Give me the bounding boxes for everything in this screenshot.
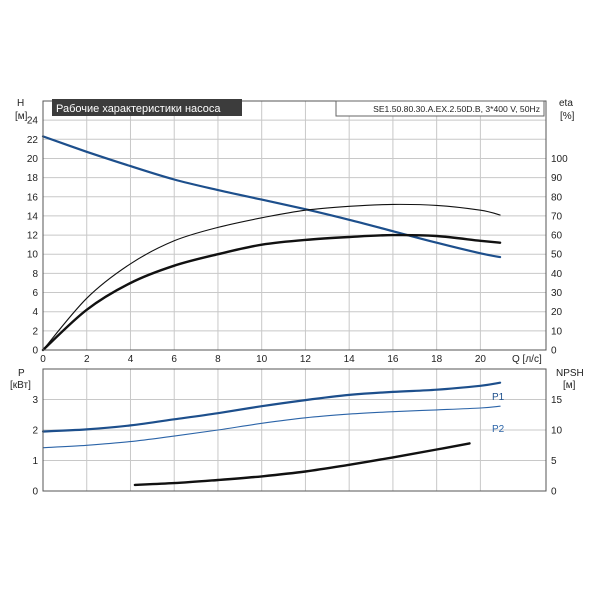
- eta-tick-label: 20: [551, 307, 563, 318]
- eta-tick-label: 30: [551, 288, 563, 299]
- chart-title-box: [52, 99, 242, 116]
- h-tick-label: 0: [32, 346, 38, 357]
- npsh-curve: [133, 442, 471, 487]
- h-tick-label: 2: [32, 326, 38, 337]
- x-tick-label: 4: [128, 354, 134, 365]
- top-plot-frame: [42, 100, 547, 351]
- h-tick-label: 18: [27, 173, 39, 184]
- x-tick-label: 16: [387, 354, 399, 365]
- p-tick-label: 1: [32, 456, 38, 467]
- h-tick-label: 16: [27, 192, 39, 203]
- eta-tick-label: 10: [551, 326, 563, 337]
- npsh-tick-label: 0: [551, 487, 557, 498]
- eta-tick-label: 0: [551, 346, 557, 357]
- eta-tick-label: 80: [551, 192, 563, 203]
- power-p1-curve: [41, 381, 502, 433]
- y-right-label-bottom: NPSH: [556, 368, 584, 379]
- y-right-unit-bottom: [м]: [563, 380, 576, 391]
- eta-tick-label: 100: [551, 154, 568, 165]
- top-plot-tick-labels: 0 2 4 6 8 10 12 14 16 18 2002468101214161820222401…: [27, 116, 568, 365]
- model-label: SE1.50.80.30.A.EX.2.50D.B, 3*400 V, 50Hz: [373, 104, 540, 114]
- p-tick-label: 0: [32, 487, 38, 498]
- bottom-plot-series: [41, 381, 502, 487]
- y-right-label-top: eta: [559, 98, 573, 109]
- y-left-unit-top: [м]: [15, 111, 28, 122]
- h-tick-label: 6: [32, 288, 38, 299]
- h-tick-label: 20: [27, 154, 39, 165]
- h-tick-label: 8: [32, 269, 38, 280]
- eta-tick-label: 90: [551, 173, 563, 184]
- efficiency-curve-total: [41, 233, 502, 352]
- chart-title: Рабочие характеристики насоса: [56, 103, 221, 115]
- h-tick-label: 12: [27, 231, 39, 242]
- bottom-plot-tick-labels: 0 1 2 3 0 5 10 15: [32, 395, 562, 498]
- x-tick-label: 18: [431, 354, 443, 365]
- x-tick-label: 20: [475, 354, 487, 365]
- x-tick-label: 10: [256, 354, 268, 365]
- bottom-plot-frame: [42, 368, 547, 492]
- h-tick-label: 24: [27, 116, 39, 127]
- y-right-unit-top: [%]: [560, 111, 575, 122]
- p-tick-label: 3: [32, 395, 38, 406]
- h-tick-label: 22: [27, 135, 39, 146]
- top-plot-series: [41, 135, 502, 352]
- eta-tick-label: 40: [551, 269, 563, 280]
- p-tick-label: 2: [32, 426, 38, 437]
- efficiency-curve-hydraulic: [42, 203, 501, 351]
- npsh-tick-label: 15: [551, 395, 563, 406]
- x-tick-label: 2: [84, 354, 90, 365]
- eta-tick-label: 50: [551, 250, 563, 261]
- top-plot-grid: [42, 101, 546, 351]
- y-left-label-top: H: [17, 98, 24, 109]
- x-tick-label: 0: [40, 354, 46, 365]
- series-label-p2: P2: [492, 424, 505, 435]
- npsh-tick-label: 5: [551, 456, 557, 467]
- x-axis-label: Q [л/с]: [512, 354, 542, 365]
- model-label-box: [335, 100, 545, 117]
- h-tick-label: 4: [32, 307, 38, 318]
- h-tick-label: 14: [27, 211, 39, 222]
- npsh-tick-label: 10: [551, 426, 563, 437]
- eta-tick-label: 70: [551, 211, 563, 222]
- x-tick-label: 14: [344, 354, 356, 365]
- x-tick-label: 8: [215, 354, 221, 365]
- x-tick-label: 12: [300, 354, 312, 365]
- eta-tick-label: 60: [551, 231, 563, 242]
- y-left-unit-bottom: [кВт]: [10, 380, 31, 391]
- x-tick-label: 6: [171, 354, 177, 365]
- head-curve: [41, 135, 502, 259]
- y-left-label-bottom: P: [18, 368, 25, 379]
- h-tick-label: 10: [27, 250, 39, 261]
- power-p2-curve: [42, 405, 501, 449]
- series-label-p1: P1: [492, 392, 505, 403]
